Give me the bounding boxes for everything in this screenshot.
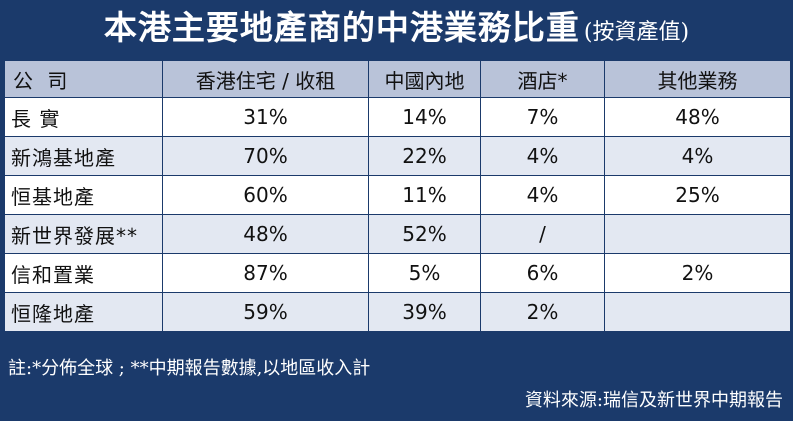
cell-other <box>604 214 791 254</box>
cell-other: 48% <box>604 97 791 137</box>
title-main: 本港主要地產商的中港業務比重 <box>103 8 580 47</box>
cell-hotel: 2% <box>480 292 605 332</box>
cell-hotel: 4% <box>480 136 605 176</box>
cell-hotel: 7% <box>480 97 605 137</box>
cell-other: 25% <box>604 175 791 215</box>
table-row: 新世界發展** 48% 52% / <box>4 214 791 254</box>
cell-hk-residential: 59% <box>162 292 369 332</box>
cell-mainland: 39% <box>368 292 481 332</box>
table-header-row: 公 司 香港住宅 / 收租 中國內地 酒店* 其他業務 <box>4 60 791 98</box>
cell-mainland: 14% <box>368 97 481 137</box>
company-name: 恒隆地產 <box>4 292 163 332</box>
header-mainland: 中國內地 <box>368 60 481 98</box>
table-row: 恒基地產 60% 11% 4% 25% <box>4 175 791 215</box>
table-row: 信和置業 87% 5% 6% 2% <box>4 253 791 293</box>
header-hk-residential: 香港住宅 / 收租 <box>162 60 369 98</box>
title-subtitle: (按資產值) <box>583 20 690 45</box>
cell-mainland: 5% <box>368 253 481 293</box>
table-row: 長 實 31% 14% 7% 48% <box>4 97 791 137</box>
cell-hk-residential: 48% <box>162 214 369 254</box>
company-name: 新鴻基地產 <box>4 136 163 176</box>
cell-hotel: 6% <box>480 253 605 293</box>
company-name: 信和置業 <box>4 253 163 293</box>
cell-hotel: 4% <box>480 175 605 215</box>
cell-hotel: / <box>480 214 605 254</box>
company-name: 新世界發展** <box>4 214 163 254</box>
cell-mainland: 11% <box>368 175 481 215</box>
cell-hk-residential: 87% <box>162 253 369 293</box>
page-title: 本港主要地產商的中港業務比重 (按資產值) <box>0 0 793 56</box>
header-other: 其他業務 <box>604 60 791 98</box>
cell-mainland: 22% <box>368 136 481 176</box>
cell-hk-residential: 60% <box>162 175 369 215</box>
table-row: 新鴻基地產 70% 22% 4% 4% <box>4 136 791 176</box>
footnote: 註:*分佈全球 ; **中期報告數據,以地區收入計 <box>8 358 371 379</box>
table-row: 恒隆地產 59% 39% 2% <box>4 292 791 332</box>
data-table: 公 司 香港住宅 / 收租 中國內地 酒店* 其他業務 長 實 31% 14% … <box>4 60 791 332</box>
header-company: 公 司 <box>4 60 163 98</box>
cell-mainland: 52% <box>368 214 481 254</box>
company-name: 長 實 <box>4 97 163 137</box>
source-credit: 資料來源:瑞信及新世界中期報告 <box>524 390 783 411</box>
cell-hk-residential: 31% <box>162 97 369 137</box>
cell-other <box>604 292 791 332</box>
company-name: 恒基地產 <box>4 175 163 215</box>
cell-other: 4% <box>604 136 791 176</box>
cell-other: 2% <box>604 253 791 293</box>
cell-hk-residential: 70% <box>162 136 369 176</box>
header-hotel: 酒店* <box>480 60 605 98</box>
